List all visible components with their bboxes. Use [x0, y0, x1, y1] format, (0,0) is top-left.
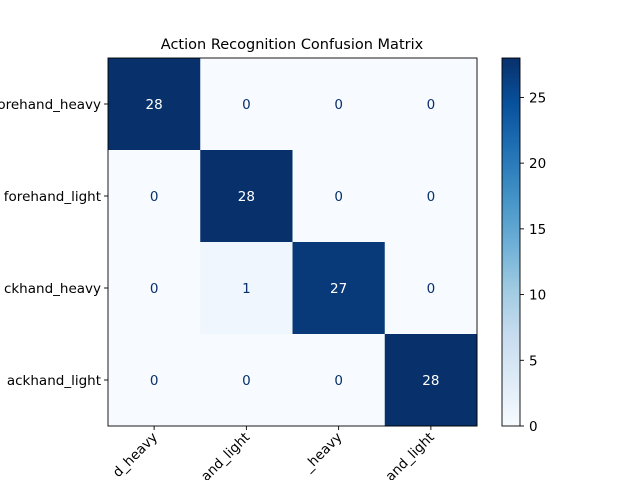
heatmap-cell-labels: 28 0 0 0 0 28 0 0 0 1 27 0 0 0 0 28: [146, 97, 440, 389]
x-tick-label: and_light: [198, 430, 253, 480]
cell-value-label: 0: [427, 97, 436, 113]
heatmap-cell: [108, 242, 201, 335]
cell-value-label: 0: [242, 97, 251, 113]
colorbar-tick-label: 5: [529, 353, 538, 369]
colorbar: [501, 57, 521, 427]
heatmap-cell: [292, 334, 386, 427]
cell-value-label: 28: [422, 373, 439, 389]
chart-title: Action Recognition Confusion Matrix: [161, 37, 424, 53]
heatmap-cell: [200, 58, 293, 151]
heatmap-cell: [292, 58, 386, 151]
x-tick-label: d_heavy: [110, 430, 161, 480]
cell-value-label: 0: [427, 281, 436, 297]
heatmap-cell: [108, 150, 201, 243]
colorbar-tick-label: 20: [529, 156, 546, 172]
cell-value-label: 27: [330, 281, 347, 297]
heatmap-cell: [108, 334, 201, 427]
y-tick-label: ackhand_light: [7, 373, 101, 389]
cell-value-label: 0: [334, 97, 343, 113]
colorbar-tick-label: 10: [529, 288, 546, 304]
heatmap-cell: [384, 58, 478, 151]
cell-value-label: 0: [150, 281, 159, 297]
heatmap-cell: [108, 58, 201, 151]
y-axis: orehand_heavy forehand_light ckhand_heavya…: [0, 97, 108, 389]
heatmap-cell: [292, 242, 386, 335]
heatmap-cells: [108, 58, 478, 427]
x-tick-label: and_light: [382, 430, 437, 480]
cell-value-label: 1: [242, 281, 251, 297]
colorbar-tick-label: 0: [529, 419, 538, 435]
x-tick-label: _heavy: [300, 430, 346, 476]
heatmap-cell: [384, 334, 478, 427]
heatmap-cell: [200, 242, 293, 335]
colorbar-tick-label: 25: [529, 90, 546, 106]
heatmap-cell: [200, 334, 293, 427]
cell-value-label: 0: [427, 189, 436, 205]
cell-value-label: 28: [146, 97, 163, 113]
cell-value-label: 0: [334, 189, 343, 205]
heatmap-cell: [384, 242, 478, 335]
y-tick-label: ckhand_heavy: [4, 281, 101, 297]
cell-value-label: 28: [238, 189, 255, 205]
plot-frame: [107, 57, 478, 427]
x-axis: d_heavy and_light _heavy and_light: [110, 426, 438, 480]
cell-value-label: 0: [242, 373, 251, 389]
cell-value-label: 0: [150, 189, 159, 205]
colorbar-tick-label: 15: [529, 222, 546, 238]
heatmap-cell: [384, 150, 478, 243]
heatmap-cell: [292, 150, 386, 243]
y-tick-label: orehand_heavy: [0, 97, 101, 113]
heatmap-cell: [200, 150, 293, 243]
cell-value-label: 0: [334, 373, 343, 389]
cell-value-label: 0: [150, 373, 159, 389]
y-tick-label: forehand_light: [4, 189, 101, 205]
colorbar-axis: 0 5 10 15 20 25: [520, 90, 546, 435]
